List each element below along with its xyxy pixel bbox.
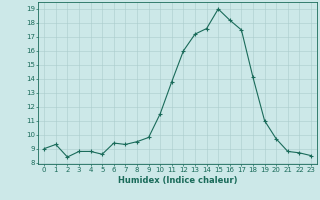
X-axis label: Humidex (Indice chaleur): Humidex (Indice chaleur) — [118, 176, 237, 185]
